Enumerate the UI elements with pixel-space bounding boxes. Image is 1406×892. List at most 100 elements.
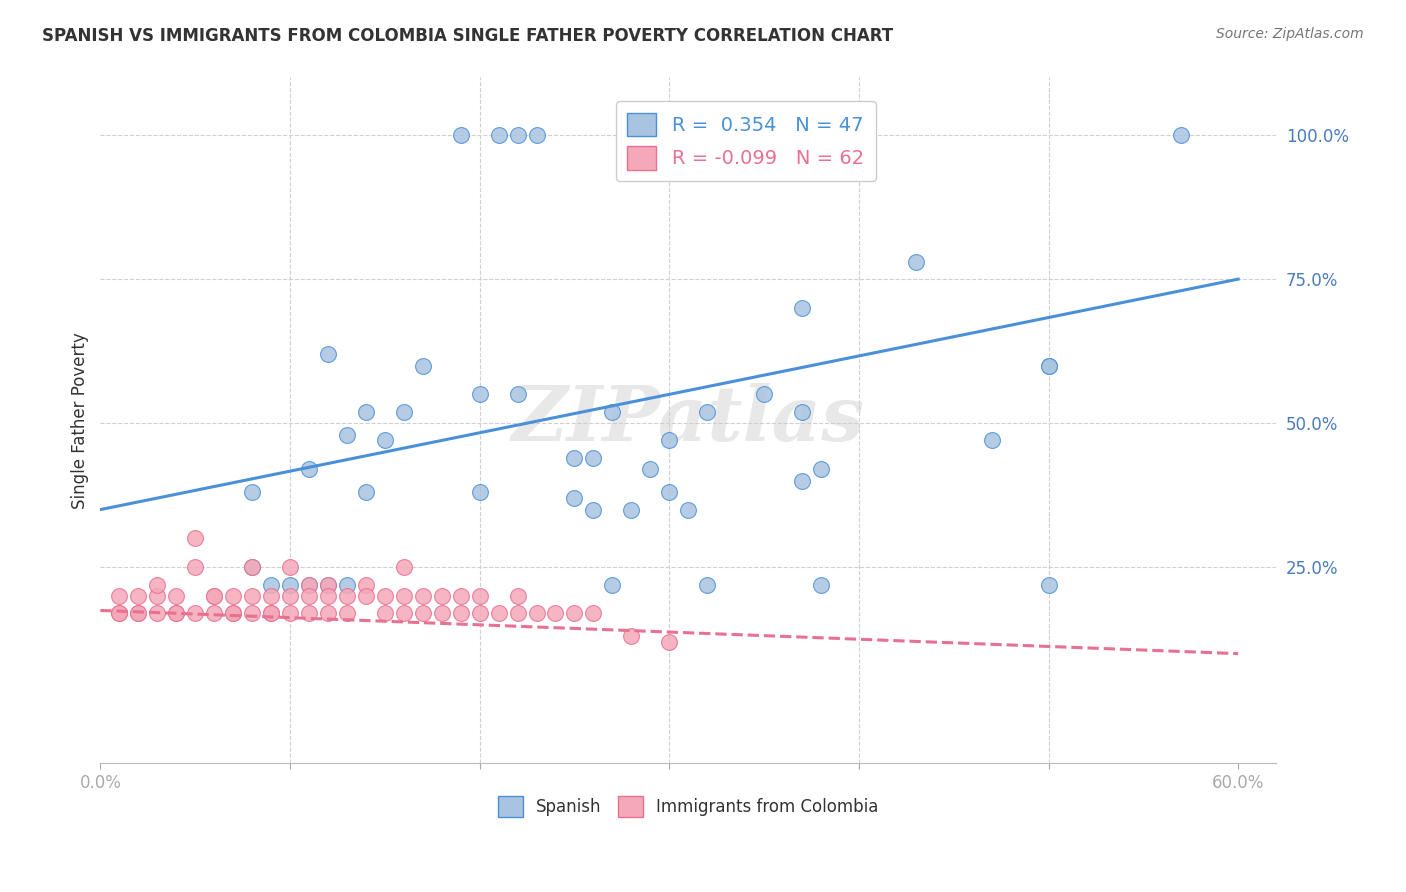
Point bbox=[298, 607, 321, 621]
Point bbox=[202, 589, 225, 603]
Point bbox=[1038, 359, 1060, 373]
Point bbox=[298, 577, 321, 591]
Legend: Spanish, Immigrants from Colombia: Spanish, Immigrants from Colombia bbox=[491, 789, 886, 823]
Point bbox=[904, 255, 927, 269]
Point bbox=[506, 128, 529, 142]
Point bbox=[374, 589, 396, 603]
Point bbox=[336, 589, 359, 603]
Point bbox=[488, 607, 510, 621]
Point bbox=[354, 577, 377, 591]
Point bbox=[108, 607, 131, 621]
Point bbox=[316, 607, 339, 621]
Point bbox=[412, 607, 434, 621]
Point bbox=[222, 607, 245, 621]
Point bbox=[980, 434, 1002, 448]
Point bbox=[298, 589, 321, 603]
Point bbox=[790, 301, 813, 315]
Point bbox=[260, 577, 283, 591]
Point bbox=[1038, 359, 1060, 373]
Point bbox=[278, 607, 301, 621]
Point bbox=[316, 577, 339, 591]
Point bbox=[468, 607, 491, 621]
Point bbox=[564, 491, 586, 505]
Point bbox=[146, 577, 169, 591]
Point bbox=[278, 577, 301, 591]
Point bbox=[450, 589, 472, 603]
Point bbox=[127, 607, 149, 621]
Point bbox=[374, 607, 396, 621]
Point bbox=[392, 404, 415, 418]
Point bbox=[184, 532, 207, 546]
Point bbox=[298, 577, 321, 591]
Point bbox=[354, 589, 377, 603]
Point bbox=[810, 462, 832, 476]
Point bbox=[752, 387, 775, 401]
Point bbox=[127, 607, 149, 621]
Point bbox=[810, 577, 832, 591]
Point bbox=[392, 607, 415, 621]
Point bbox=[564, 450, 586, 465]
Point bbox=[696, 404, 718, 418]
Point bbox=[582, 450, 605, 465]
Point bbox=[240, 607, 263, 621]
Point bbox=[240, 560, 263, 574]
Point bbox=[165, 607, 187, 621]
Point bbox=[468, 387, 491, 401]
Point bbox=[278, 589, 301, 603]
Point bbox=[260, 607, 283, 621]
Point bbox=[260, 589, 283, 603]
Point bbox=[354, 404, 377, 418]
Point bbox=[790, 404, 813, 418]
Point bbox=[506, 387, 529, 401]
Point bbox=[184, 560, 207, 574]
Point bbox=[392, 589, 415, 603]
Point bbox=[1170, 128, 1192, 142]
Point bbox=[620, 629, 643, 643]
Point bbox=[127, 589, 149, 603]
Point bbox=[696, 577, 718, 591]
Point bbox=[544, 607, 567, 621]
Point bbox=[240, 485, 263, 500]
Text: ZIPatlas: ZIPatlas bbox=[512, 384, 865, 458]
Text: Source: ZipAtlas.com: Source: ZipAtlas.com bbox=[1216, 27, 1364, 41]
Point bbox=[240, 589, 263, 603]
Point bbox=[620, 502, 643, 516]
Point bbox=[640, 462, 662, 476]
Point bbox=[222, 607, 245, 621]
Point bbox=[526, 128, 548, 142]
Point bbox=[790, 474, 813, 488]
Point bbox=[676, 502, 699, 516]
Point bbox=[165, 589, 187, 603]
Point bbox=[165, 607, 187, 621]
Point bbox=[488, 128, 510, 142]
Point bbox=[108, 589, 131, 603]
Point bbox=[1038, 577, 1060, 591]
Point bbox=[336, 427, 359, 442]
Text: SPANISH VS IMMIGRANTS FROM COLOMBIA SINGLE FATHER POVERTY CORRELATION CHART: SPANISH VS IMMIGRANTS FROM COLOMBIA SING… bbox=[42, 27, 893, 45]
Point bbox=[412, 359, 434, 373]
Point bbox=[108, 607, 131, 621]
Point bbox=[146, 607, 169, 621]
Point bbox=[392, 560, 415, 574]
Point bbox=[602, 404, 624, 418]
Y-axis label: Single Father Poverty: Single Father Poverty bbox=[72, 332, 89, 508]
Point bbox=[658, 635, 681, 649]
Point bbox=[354, 485, 377, 500]
Point bbox=[450, 128, 472, 142]
Point bbox=[316, 589, 339, 603]
Point bbox=[526, 607, 548, 621]
Point bbox=[582, 502, 605, 516]
Point bbox=[298, 462, 321, 476]
Point bbox=[316, 577, 339, 591]
Point bbox=[602, 577, 624, 591]
Point bbox=[202, 607, 225, 621]
Point bbox=[506, 607, 529, 621]
Point bbox=[658, 434, 681, 448]
Point bbox=[336, 607, 359, 621]
Point bbox=[316, 347, 339, 361]
Point bbox=[146, 589, 169, 603]
Point bbox=[278, 560, 301, 574]
Point bbox=[336, 577, 359, 591]
Point bbox=[564, 607, 586, 621]
Point bbox=[450, 607, 472, 621]
